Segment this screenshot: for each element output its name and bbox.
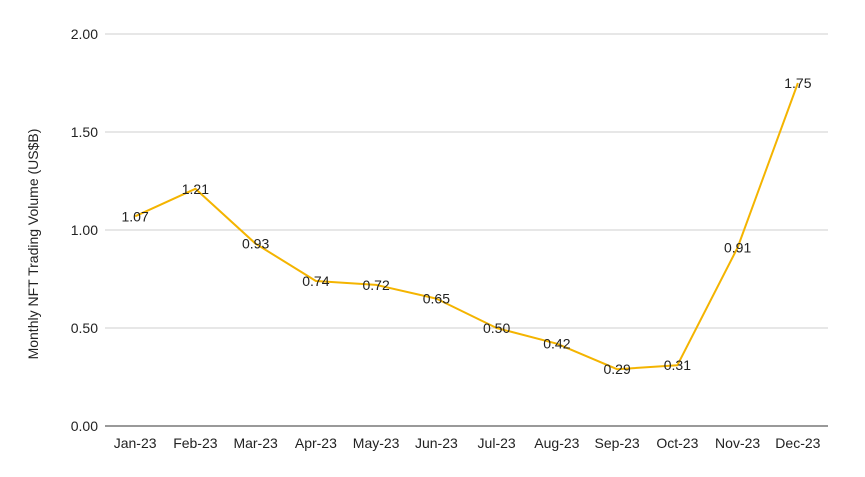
x-tick-label: Aug-23 (534, 435, 579, 451)
series-line (134, 82, 799, 371)
y-tick-label: 2.00 (71, 26, 98, 42)
data-label: 0.31 (664, 357, 691, 373)
x-tick-label: Mar-23 (233, 435, 278, 451)
data-label: 0.65 (423, 291, 450, 307)
x-tick-label: Apr-23 (295, 435, 337, 451)
y-tick-label: 1.00 (71, 222, 98, 238)
data-labels: 1.07 1.21 0.93 0.74 0.72 0.65 0.50 0.42 0.29 0.31… (122, 75, 812, 377)
y-tick-label: 0.50 (71, 320, 98, 336)
x-tick-label: Jan-23 (114, 435, 157, 451)
y-tick-label: 1.50 (71, 124, 98, 140)
x-tick-label: Jul-23 (478, 435, 516, 451)
data-label: 0.50 (483, 320, 510, 336)
data-label: 0.29 (604, 361, 631, 377)
data-label: 0.74 (302, 273, 329, 289)
y-tick-label: 0.00 (71, 418, 98, 434)
x-tick-label: Feb-23 (173, 435, 218, 451)
x-tick-label: Sep-23 (595, 435, 640, 451)
data-label: 1.21 (182, 181, 209, 197)
y-axis-title: Monthly NFT Trading Volume (US$B) (25, 129, 41, 360)
x-tick-label: May-23 (353, 435, 400, 451)
data-label: 0.72 (363, 277, 390, 293)
data-label: 0.42 (543, 336, 570, 352)
x-tick-label: Dec-23 (775, 435, 820, 451)
data-label: 1.07 (122, 208, 149, 224)
x-tick-label: Oct-23 (656, 435, 698, 451)
x-axis-ticks: Jan-23 Feb-23 Mar-23 Apr-23 May-23 Jun-23 Jul-… (114, 435, 821, 451)
data-label: 1.75 (784, 75, 811, 91)
data-label: 0.93 (242, 236, 269, 252)
x-tick-label: Nov-23 (715, 435, 760, 451)
y-axis-ticks: 0.00 0.50 1.00 1.50 2.00 (71, 26, 98, 434)
x-tick-label: Jun-23 (415, 435, 458, 451)
data-label: 0.91 (724, 240, 751, 256)
grid-layer (105, 33, 828, 427)
